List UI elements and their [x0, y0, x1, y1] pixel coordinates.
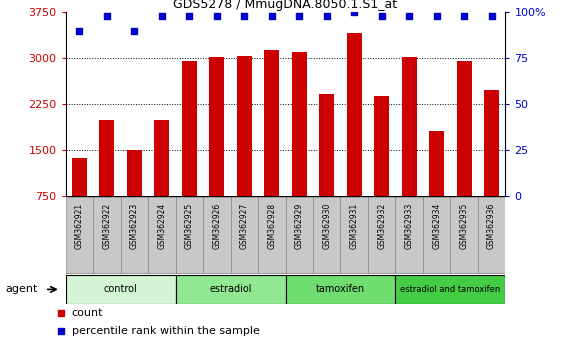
Bar — [401, 57, 417, 196]
Text: GSM362923: GSM362923 — [130, 203, 139, 249]
Bar — [264, 50, 279, 196]
Text: GSM362921: GSM362921 — [75, 203, 84, 249]
Bar — [237, 56, 252, 196]
Bar — [127, 150, 142, 196]
Bar — [203, 196, 231, 274]
Text: GSM362935: GSM362935 — [460, 203, 469, 249]
Point — [295, 13, 304, 19]
Bar — [292, 52, 307, 196]
Point — [57, 310, 66, 316]
Bar — [258, 196, 286, 274]
Point — [185, 13, 194, 19]
Point — [212, 13, 222, 19]
Text: control: control — [104, 284, 138, 295]
Text: GSM362924: GSM362924 — [158, 203, 166, 249]
Bar — [484, 90, 499, 196]
Text: GSM362932: GSM362932 — [377, 203, 386, 249]
Text: GSM362922: GSM362922 — [102, 203, 111, 249]
Bar — [286, 196, 313, 274]
Bar — [286, 275, 395, 304]
Text: percentile rank within the sample: percentile rank within the sample — [72, 326, 260, 336]
Bar — [72, 158, 87, 196]
Text: GSM362936: GSM362936 — [487, 203, 496, 249]
Bar — [209, 57, 224, 196]
Point — [267, 13, 276, 19]
Point — [57, 328, 66, 334]
Bar — [395, 275, 505, 304]
Bar — [374, 96, 389, 196]
Bar — [93, 196, 120, 274]
Point — [322, 13, 331, 19]
Point — [487, 13, 496, 19]
Bar — [457, 61, 472, 196]
Bar — [347, 33, 362, 196]
Text: tamoxifen: tamoxifen — [316, 284, 365, 295]
Text: GSM362928: GSM362928 — [267, 203, 276, 249]
Point — [460, 13, 469, 19]
Text: GSM362929: GSM362929 — [295, 203, 304, 249]
Text: agent: agent — [6, 284, 38, 295]
Point — [240, 13, 249, 19]
Bar — [120, 196, 148, 274]
Text: estradiol: estradiol — [210, 284, 252, 295]
Point — [432, 13, 441, 19]
Bar — [148, 196, 176, 274]
Bar — [313, 196, 340, 274]
Bar — [340, 196, 368, 274]
Text: GSM362930: GSM362930 — [322, 203, 331, 249]
Bar — [66, 275, 176, 304]
Bar — [66, 196, 93, 274]
Bar — [176, 275, 286, 304]
Point — [102, 13, 111, 19]
Bar — [319, 94, 334, 196]
Text: GSM362925: GSM362925 — [185, 203, 194, 249]
Text: GSM362926: GSM362926 — [212, 203, 222, 249]
Bar — [182, 61, 197, 196]
Text: GSM362931: GSM362931 — [349, 203, 359, 249]
Bar — [478, 196, 505, 274]
Bar — [368, 196, 395, 274]
Bar — [423, 196, 451, 274]
Point — [405, 13, 414, 19]
Bar — [395, 196, 423, 274]
Bar — [176, 196, 203, 274]
Title: GDS5278 / MmugDNA.8050.1.S1_at: GDS5278 / MmugDNA.8050.1.S1_at — [174, 0, 397, 11]
Text: GSM362927: GSM362927 — [240, 203, 249, 249]
Point — [75, 28, 84, 34]
Point — [130, 28, 139, 34]
Bar — [429, 131, 444, 196]
Point — [349, 10, 359, 15]
Bar — [99, 120, 114, 196]
Bar — [154, 120, 170, 196]
Bar — [451, 196, 478, 274]
Point — [157, 13, 166, 19]
Bar — [231, 196, 258, 274]
Text: GSM362933: GSM362933 — [405, 203, 413, 249]
Text: estradiol and tamoxifen: estradiol and tamoxifen — [400, 285, 501, 294]
Text: GSM362934: GSM362934 — [432, 203, 441, 249]
Text: count: count — [72, 308, 103, 318]
Point — [377, 13, 386, 19]
